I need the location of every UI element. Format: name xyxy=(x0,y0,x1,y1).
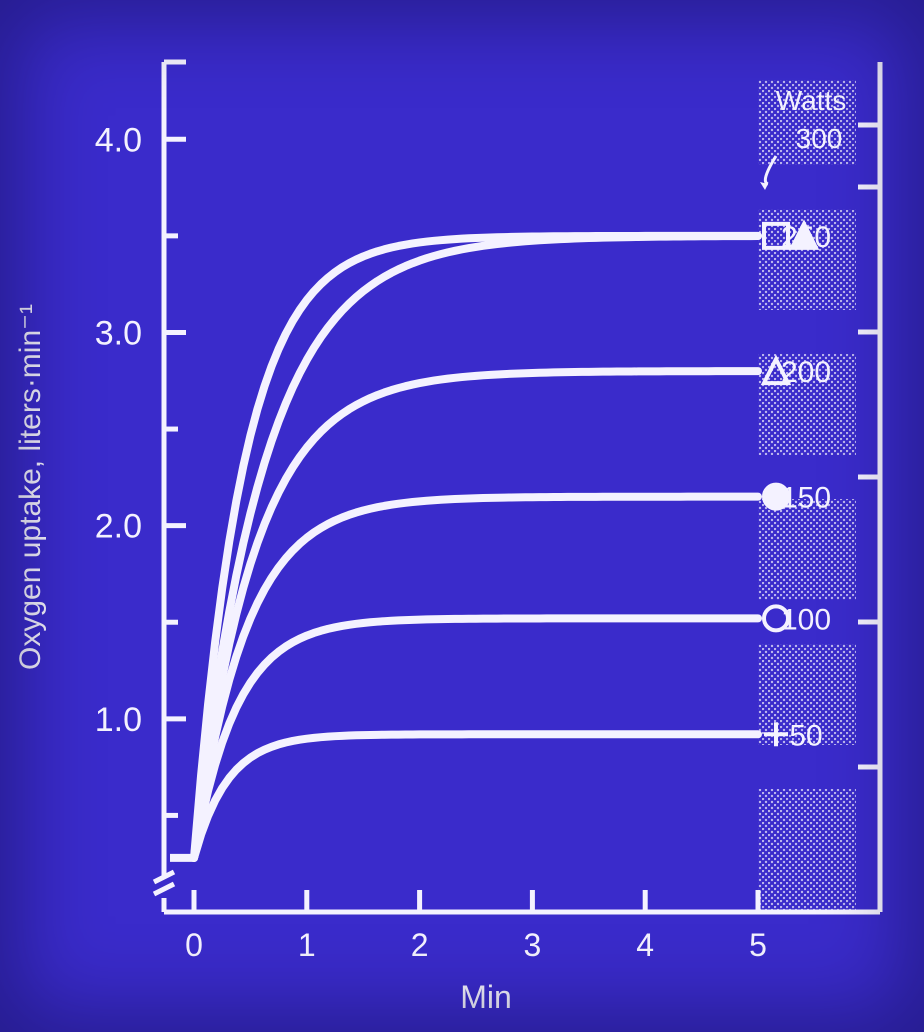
curve-250w xyxy=(194,236,758,858)
watts-title: Watts xyxy=(776,85,847,116)
watts-label-100: 100 xyxy=(781,603,831,636)
oxygen-uptake-chart: 1.0 2.0 3.0 4.0 0 1 2 3 4 5 Oxygen uptake, liters·… xyxy=(0,0,924,1032)
y-tick-label: 1.0 xyxy=(95,701,142,739)
watts-label-200: 200 xyxy=(781,356,831,389)
x-tick-label: 1 xyxy=(298,927,316,963)
y-tick-label: 2.0 xyxy=(95,508,142,546)
x-tick-label: 0 xyxy=(185,927,203,963)
curve-150w xyxy=(194,497,758,858)
chart-slide: 1.0 2.0 3.0 4.0 0 1 2 3 4 5 Oxygen uptake, liters·… xyxy=(0,0,924,1032)
x-tick-label: 3 xyxy=(524,927,542,963)
y-tick-label: 4.0 xyxy=(95,121,142,159)
x-tick-label: 5 xyxy=(749,927,767,963)
curve-300w xyxy=(194,236,758,858)
watts-label-50: 50 xyxy=(789,719,822,752)
watts-300: 300 xyxy=(796,123,843,154)
x-tick-label: 2 xyxy=(411,927,429,963)
watts-label-150: 150 xyxy=(781,482,831,515)
x-axis-label: Min xyxy=(460,979,512,1015)
y-tick-label: 3.0 xyxy=(95,314,142,352)
watts-scale-band xyxy=(758,789,856,912)
y-axis-label: Oxygen uptake, liters·min⁻¹ xyxy=(14,304,47,670)
x-tick-label: 4 xyxy=(636,927,654,963)
curve-50w xyxy=(194,734,758,858)
